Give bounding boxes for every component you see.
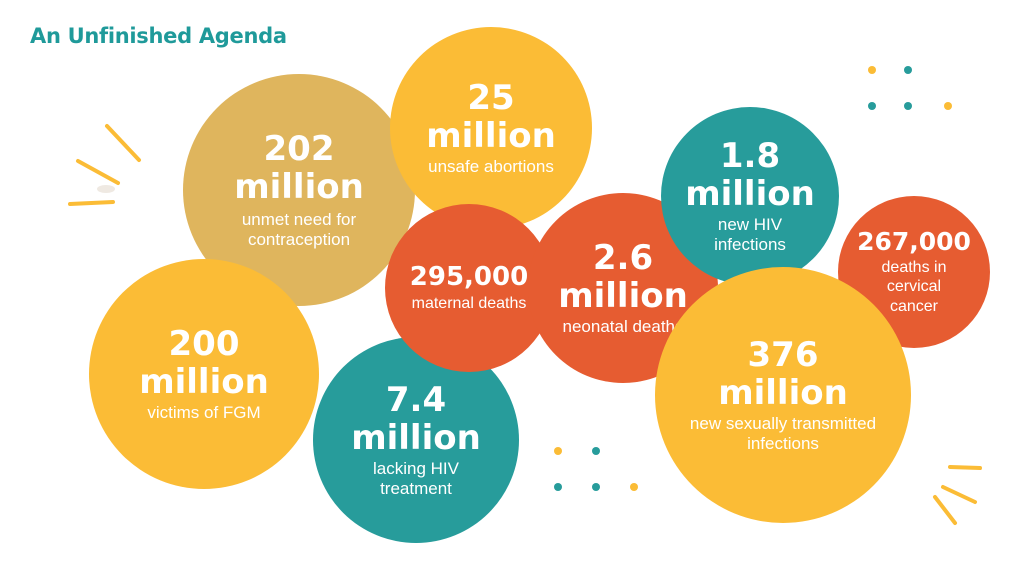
stat-label: new sexually transmitted infections xyxy=(690,414,876,455)
stat-label-line: lacking HIV xyxy=(373,458,459,478)
page-title: An Unfinished Agenda xyxy=(30,24,287,48)
burst-lines-left xyxy=(68,124,141,206)
stat-number: 2.6 xyxy=(592,237,654,278)
stat-label-line: cervical xyxy=(886,278,942,296)
bubble-fgm: 200 million victims of FGM xyxy=(89,259,319,489)
stat-label-line: treatment xyxy=(380,479,452,499)
stat-unit: million xyxy=(718,372,848,413)
bubble-maternal-deaths: 295,000 maternal deaths xyxy=(385,204,553,372)
stat-unit: million xyxy=(685,173,815,214)
stat-number: 295,000 xyxy=(409,261,529,292)
stat-label-line: deaths in xyxy=(881,259,947,277)
dot-cluster-bottom xyxy=(554,447,638,491)
stat-unit: million xyxy=(558,275,688,316)
stat-label-line: cancer xyxy=(889,297,939,315)
bubble-hiv-treatment: 7.4 million lacking HIV treatment xyxy=(313,337,519,543)
stat-number: 267,000 xyxy=(857,227,971,257)
bubble-hiv-infections: 1.8 million new HIV infections xyxy=(661,107,839,285)
burst-lines-right xyxy=(933,465,982,525)
stat-label: lacking HIV treatment xyxy=(373,459,459,500)
stat-label-line: contraception xyxy=(247,230,351,250)
stat-label: victims of FGM xyxy=(147,402,261,422)
stat-label: maternal deaths xyxy=(411,294,527,312)
stat-label-line: infections xyxy=(714,235,786,255)
stat-number: 25 xyxy=(467,77,515,118)
burst-shadow xyxy=(97,185,115,193)
stat-label: unmet need for contraception xyxy=(242,210,356,251)
stat-unit: million xyxy=(426,115,556,156)
stat-number: 200 xyxy=(168,323,240,364)
stat-label-line: new HIV xyxy=(717,214,783,234)
stat-unit: million xyxy=(139,361,269,402)
stat-label-line: infections xyxy=(747,434,819,454)
stat-label: neonatal deaths xyxy=(562,316,684,336)
stat-label: deaths in cervical cancer xyxy=(882,258,947,316)
stat-label: unsafe abortions xyxy=(428,156,554,176)
bubble-sti: 376 million new sexually transmitted inf… xyxy=(655,267,911,523)
stat-number: 376 xyxy=(747,334,819,375)
stat-number: 7.4 xyxy=(385,379,447,420)
dot-cluster-top-right xyxy=(868,66,952,110)
stat-label-line: unmet need for xyxy=(241,209,357,229)
stat-unit: million xyxy=(351,417,481,458)
stat-number: 202 xyxy=(263,128,335,169)
stat-number: 1.8 xyxy=(719,135,781,176)
stat-label-line: new sexually transmitted xyxy=(689,413,877,433)
stat-unit: million xyxy=(234,166,364,207)
stat-label: new HIV infections xyxy=(714,215,786,256)
bubble-unsafe-abortions: 25 million unsafe abortions xyxy=(390,27,592,229)
